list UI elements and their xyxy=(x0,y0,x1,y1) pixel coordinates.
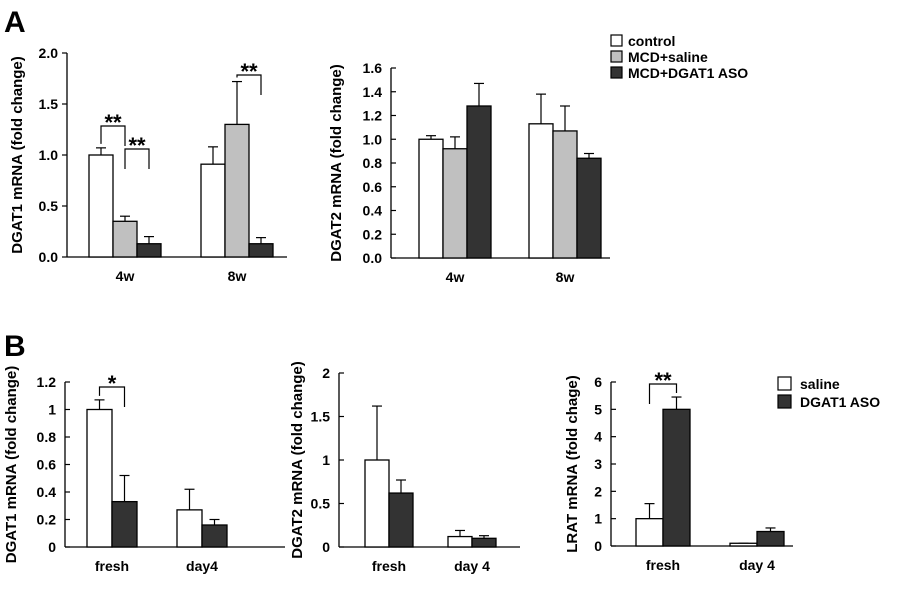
chart-4-bar-saline xyxy=(635,518,664,547)
chart-0-significance-bracket xyxy=(124,148,150,169)
legend-swatch-control xyxy=(610,34,623,47)
legend-label-control: control xyxy=(628,33,675,49)
chart-4-y-tick-label: 4 xyxy=(594,429,602,445)
chart-3-category-label: fresh xyxy=(372,558,406,574)
chart-4-y-tick-label: 0 xyxy=(594,538,602,554)
chart-2-y-tick-label: 0.2 xyxy=(37,512,57,528)
chart-2-y-tick-label: 0.8 xyxy=(37,429,57,445)
chart-1-y-tick-label: 0.2 xyxy=(363,226,383,242)
chart-1-y-axis-title: DGAT2 mRNA (fold change) xyxy=(328,64,345,262)
legend-label-dgat1-aso: DGAT1 ASO xyxy=(800,394,880,410)
chart-1-y-tick-label: 1.0 xyxy=(363,131,383,147)
chart-3-y-tick-label: 0 xyxy=(322,539,330,555)
chart-0-bar-mcd-saline xyxy=(112,220,138,258)
chart-0-y-axis-title: DGAT1 mRNA (fold change) xyxy=(9,56,26,254)
chart-3-y-axis-title: DGAT2 mRNA (fold change) xyxy=(289,361,306,559)
chart-0-bar-control xyxy=(88,154,114,258)
legend-label-mcd-dgat1-aso: MCD+DGAT1 ASO xyxy=(628,65,748,81)
chart-1-y-tick-label: 0.0 xyxy=(363,250,383,266)
chart-4-bar-saline xyxy=(729,542,758,547)
chart-3-y-tick-label: 2 xyxy=(322,365,330,381)
chart-4-y-tick-label: 1 xyxy=(594,511,602,527)
chart-2-category-label: fresh xyxy=(95,558,129,574)
chart-2-bar-saline xyxy=(176,509,203,548)
panel-label-b: B xyxy=(4,330,26,363)
chart-0-significance-bracket xyxy=(100,125,126,146)
chart-3-bar-saline xyxy=(364,459,390,548)
chart-0-significance-label: ** xyxy=(104,110,122,135)
chart-1-category-label: 8w xyxy=(556,269,575,285)
chart-3-bar-saline xyxy=(447,535,473,548)
chart-4-y-tick-label: 3 xyxy=(594,456,602,472)
chart-0-y-tick-label: 0.5 xyxy=(39,198,59,214)
chart-2-y-tick-label: 1 xyxy=(48,402,56,418)
chart-4-category-label: day 4 xyxy=(739,557,775,573)
chart-1-bar-mcd-dgat1-aso xyxy=(576,157,602,259)
chart-2-y-tick-label: 1.2 xyxy=(37,374,57,390)
legend-a: control MCD+saline MCD+DGAT1 ASO xyxy=(610,33,748,81)
chart-4-category-label: fresh xyxy=(646,557,680,573)
chart-4-significance-bracket xyxy=(648,383,678,404)
panel-label-a: A xyxy=(4,6,26,39)
chart-3-bar-dgat1-aso xyxy=(471,537,497,548)
chart-0-category-label: 8w xyxy=(228,268,247,284)
chart-1-bar-control xyxy=(528,123,554,259)
chart-1-bar-control xyxy=(418,138,444,259)
chart-0-bar-mcd-dgat1-aso xyxy=(248,243,274,258)
chart-0-y-tick-label: 2.0 xyxy=(39,45,59,61)
chart-1-category-label: 4w xyxy=(446,269,465,285)
legend-label-mcd-saline: MCD+saline xyxy=(628,49,708,65)
chart-2-significance-bracket xyxy=(98,386,126,407)
chart-4-bar-dgat1-aso xyxy=(756,530,785,547)
chart-2-bar-dgat1-aso xyxy=(201,524,228,548)
chart-2-bar-dgat1-aso xyxy=(111,500,138,548)
chart-2-y-tick-label: 0 xyxy=(48,539,56,555)
legend-swatch-mcd-saline xyxy=(610,50,623,63)
chart-1-bar-mcd-dgat1-aso xyxy=(466,105,492,259)
chart-2-category-label: day4 xyxy=(186,558,218,574)
legend-swatch-mcd-dgat1-aso xyxy=(610,66,623,79)
chart-0-bar-control xyxy=(200,163,226,258)
chart-1-y-tick-label: 1.4 xyxy=(363,84,383,100)
legend-swatch-dgat1-aso xyxy=(777,394,792,409)
chart-0-significance-label: ** xyxy=(128,133,146,158)
chart-1-bar-mcd-saline xyxy=(552,130,578,259)
chart-0-category-label: 4w xyxy=(116,268,135,284)
chart-4-y-tick-label: 2 xyxy=(594,483,602,499)
chart-1-y-tick-label: 0.8 xyxy=(363,155,383,171)
chart-1-y-tick-label: 1.6 xyxy=(363,60,383,76)
chart-2-bar-saline xyxy=(86,408,113,548)
chart-3-category-label: day 4 xyxy=(454,558,490,574)
chart-1-y-tick-label: 1.2 xyxy=(363,108,383,124)
chart-4-y-tick-label: 5 xyxy=(594,401,602,417)
chart-0-significance-label: ** xyxy=(240,59,258,84)
chart-0-y-tick-label: 1.0 xyxy=(39,147,59,163)
chart-0-significance-bracket xyxy=(236,74,262,95)
chart-2-significance-label: * xyxy=(108,371,117,396)
chart-0-bar-mcd-saline xyxy=(224,123,250,258)
chart-1-bar-mcd-saline xyxy=(442,148,468,259)
chart-4-y-axis-title: LRAT mRNA (fold chage) xyxy=(564,375,581,553)
chart-0-bar-mcd-dgat1-aso xyxy=(136,243,162,258)
chart-3-y-tick-label: 1 xyxy=(322,452,330,468)
chart-0-y-tick-label: 0.0 xyxy=(39,249,59,265)
legend-b: saline DGAT1 ASO xyxy=(777,376,880,410)
chart-4-y-tick-label: 6 xyxy=(594,374,602,390)
chart-1-y-tick-label: 0.6 xyxy=(363,179,383,195)
legend-label-saline: saline xyxy=(800,376,840,392)
chart-2-y-axis-title: DGAT1 mRNA (fold change) xyxy=(3,366,20,564)
chart-3-y-tick-label: 0.5 xyxy=(311,496,331,512)
chart-2-y-tick-label: 0.6 xyxy=(37,457,57,473)
chart-3-y-tick-label: 1.5 xyxy=(311,409,331,425)
chart-1-y-tick-label: 0.4 xyxy=(363,203,383,219)
chart-4-bar-dgat1-aso xyxy=(662,408,691,547)
chart-0-y-tick-label: 1.5 xyxy=(39,96,59,112)
chart-3-bar-dgat1-aso xyxy=(388,492,414,548)
chart-2-y-tick-label: 0.4 xyxy=(37,484,57,500)
chart-4-significance-label: ** xyxy=(654,368,672,393)
legend-swatch-saline xyxy=(777,376,792,391)
